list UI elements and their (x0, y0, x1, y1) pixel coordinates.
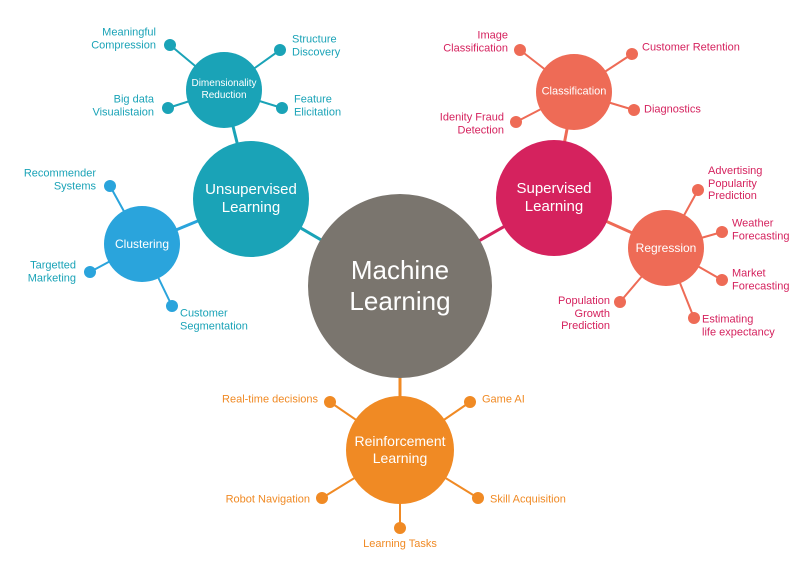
branch-node-reinforcement (346, 396, 454, 504)
leaf-dot-image-classification (514, 44, 526, 56)
leaf-dot-customer-retention (626, 48, 638, 60)
leaf-dot-game-ai (464, 396, 476, 408)
leaf-dot-meaningful-compression (164, 39, 176, 51)
sub-node-regression (628, 210, 704, 286)
leaf-dot-population-growth (614, 296, 626, 308)
sub-node-clustering (104, 206, 180, 282)
leaf-dot-structure-discovery (274, 44, 286, 56)
leaf-dot-skill-acquisition (472, 492, 484, 504)
leaf-dot-robot-navigation (316, 492, 328, 504)
leaf-dot-feature-elicitation (276, 102, 288, 114)
diagram-svg (0, 0, 800, 572)
center-node (308, 194, 492, 378)
sub-node-classification (536, 54, 612, 130)
branch-node-unsupervised (193, 141, 309, 257)
leaf-dot-targetted-marketing (84, 266, 96, 278)
leaf-dot-recommender-systems (104, 180, 116, 192)
leaf-dot-customer-segmentation (166, 300, 178, 312)
leaf-dot-identity-fraud (510, 116, 522, 128)
leaf-dot-big-data-vis (162, 102, 174, 114)
leaf-dot-life-expectancy (688, 312, 700, 324)
leaf-dot-learning-tasks (394, 522, 406, 534)
sub-node-dim-reduction (186, 52, 262, 128)
leaf-dot-market-forecasting (716, 274, 728, 286)
leaf-dot-ad-popularity (692, 184, 704, 196)
branch-node-supervised (496, 140, 612, 256)
leaf-dot-weather-forecasting (716, 226, 728, 238)
leaf-dot-diagnostics (628, 104, 640, 116)
leaf-dot-real-time-decisions (324, 396, 336, 408)
